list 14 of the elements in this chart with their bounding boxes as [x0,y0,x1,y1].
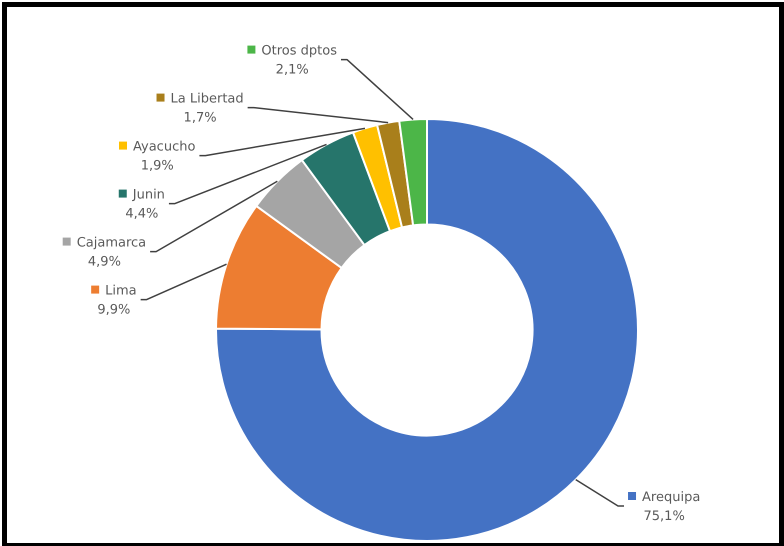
legend-label: Ayacucho [133,140,196,155]
legend-label: Otros dptos [261,44,338,59]
data-label: 75,1% [644,509,685,524]
data-label: 4,4% [125,206,158,222]
data-label: 2,1% [276,62,309,78]
data-label: 1,9% [140,158,174,174]
legend-label: Arequipa [642,490,700,505]
legend-label: Cajamarca [76,236,146,251]
data-label: 4,9% [88,254,121,270]
legend-label: La Libertad [170,92,244,107]
data-label: 1,7% [184,110,217,126]
data-label: 9,9% [97,302,130,318]
legend-label: Lima [105,284,137,299]
legend-label: Junin [132,188,165,203]
